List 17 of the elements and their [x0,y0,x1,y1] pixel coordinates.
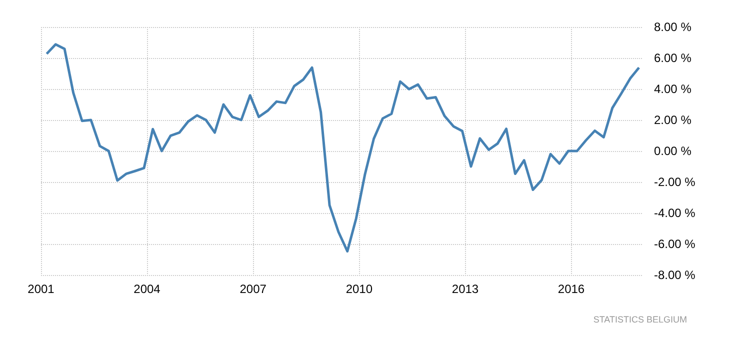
line-series [45,43,640,253]
y-tick-label: -2.00 % [654,175,696,189]
x-tick-label: 2007 [240,282,267,296]
y-tick-label: 6.00 % [654,51,692,65]
x-tick-label: 2016 [558,282,585,296]
x-tick-label: 2010 [346,282,373,296]
x-tick-label: 2004 [134,282,161,296]
y-tick-label: 4.00 % [654,82,692,96]
y-tick-label: -6.00 % [654,237,696,251]
x-tick-label: 2013 [452,282,479,296]
y-tick-label: -4.00 % [654,206,696,220]
y-tick-label: 0.00 % [654,144,692,158]
y-tick-label: 8.00 % [654,20,692,34]
y-tick-label: 2.00 % [654,113,692,127]
y-tick-label: -8.00 % [654,268,696,282]
text: STATISTICS BELGIUM [593,314,688,324]
x-tick-label: 2001 [28,282,55,296]
